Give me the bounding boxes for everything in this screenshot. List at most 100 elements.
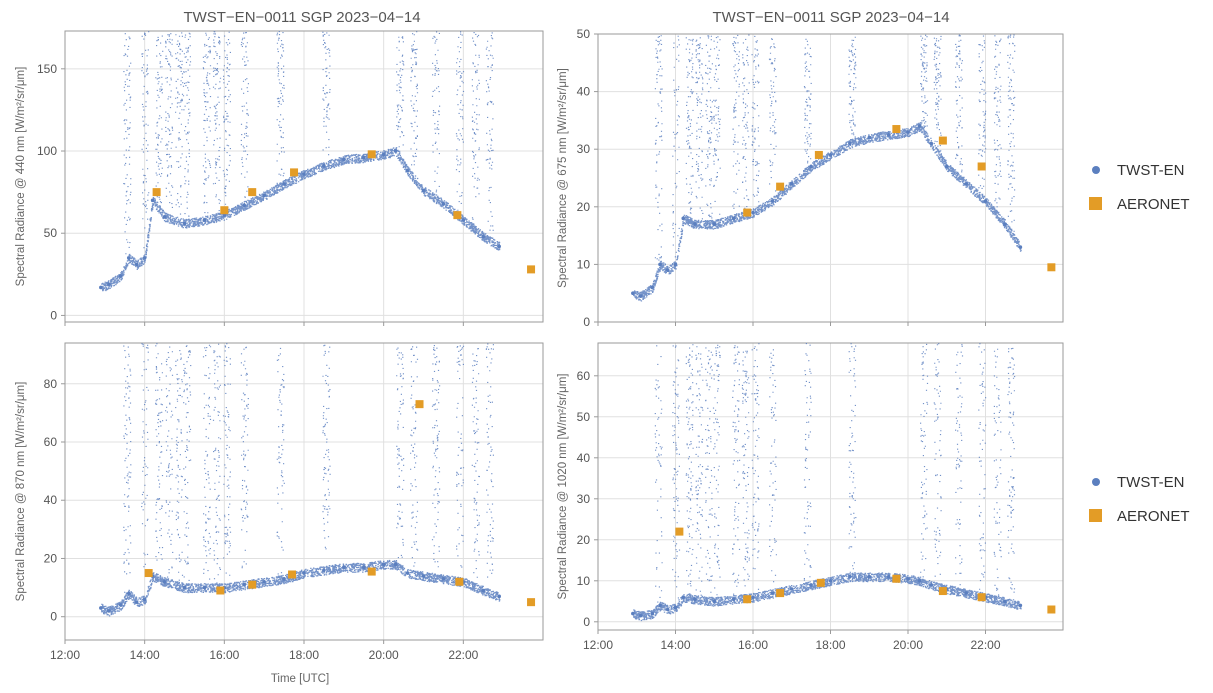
- twst-en-point: [638, 294, 643, 298]
- twst-en-point: [712, 222, 717, 226]
- twst-en-point: [751, 595, 755, 599]
- twst-en-point-cloud: [631, 34, 1023, 302]
- chart-title: TWST−EN−0011 SGP 2023−04−14: [183, 9, 420, 26]
- twst-en-point: [393, 149, 398, 153]
- twst-en-point: [481, 588, 486, 593]
- twst-en-point: [142, 256, 147, 260]
- y-tick-label: 100: [37, 144, 57, 158]
- x-tick-label: 12:00: [50, 648, 80, 662]
- twst-en-point: [134, 600, 139, 604]
- aeronet-point: [527, 265, 536, 274]
- y-axis-label: Spectral Radiance @ 440 nm [W/m²/sr/μm]: [15, 67, 27, 287]
- aeronet-point: [977, 162, 986, 171]
- x-tick-label: 22:00: [970, 638, 1000, 652]
- twst-en-point: [126, 591, 131, 596]
- y-tick-label: 40: [577, 85, 591, 99]
- aeronet-point: [977, 593, 986, 602]
- aeronet-point: [455, 577, 464, 586]
- twst-en-point: [107, 609, 111, 613]
- y-tick-label: 20: [44, 551, 58, 565]
- twst-en-point: [142, 597, 147, 602]
- aeronet-point: [814, 150, 823, 159]
- twst-en-point: [650, 285, 655, 290]
- twst-en-point: [983, 199, 988, 203]
- twst-en-point: [809, 583, 813, 587]
- twst-en-point: [150, 198, 155, 203]
- aeronet-point: [216, 586, 225, 595]
- twst-en-point: [693, 597, 697, 602]
- twst-en-point: [393, 562, 398, 567]
- twst-en-point: [906, 576, 910, 581]
- y-tick-label: 0: [583, 615, 590, 629]
- x-axis-label: Time [UTC]: [271, 673, 329, 685]
- twst-en-point: [681, 216, 686, 221]
- legend-1: TWST-EN AERONET: [1089, 162, 1190, 213]
- aeronet-point: [938, 136, 947, 145]
- aeronet-point: [220, 206, 229, 215]
- twst-en-point: [242, 203, 247, 208]
- twst-en-point: [262, 579, 266, 584]
- twst-en-point: [322, 568, 326, 572]
- twst-en-point: [770, 199, 775, 203]
- twst-en-point: [1003, 599, 1007, 604]
- twst-en-point-cloud: [631, 343, 1023, 622]
- twst-en-point-cloud: [99, 31, 501, 292]
- twst-en-point: [162, 214, 167, 219]
- twst-en-point: [497, 244, 501, 249]
- x-tick-label: 12:00: [583, 638, 613, 652]
- twst-en-point: [1018, 603, 1023, 608]
- legend-twst-en-label: TWST-EN: [1117, 474, 1185, 491]
- twst-en-point: [789, 587, 794, 591]
- twst-en-point: [118, 274, 123, 278]
- aeronet-point: [776, 182, 785, 191]
- aeronet-point: [892, 574, 901, 583]
- twst-en-point: [405, 168, 410, 173]
- x-tick-label: 22:00: [448, 648, 478, 662]
- legend-aeronet-marker: [1089, 197, 1102, 210]
- twst-en-point: [917, 579, 922, 583]
- y-tick-label: 20: [577, 200, 591, 214]
- twst-en-point: [421, 574, 426, 578]
- twst-en-point: [405, 571, 410, 575]
- twst-en-point: [631, 611, 635, 616]
- aeronet-point: [743, 595, 752, 604]
- twst-en-point: [658, 262, 662, 267]
- twst-en-point: [964, 591, 968, 595]
- twst-en-point: [302, 571, 306, 575]
- twst-en-point: [1003, 222, 1007, 226]
- twst-en-point: [731, 597, 736, 602]
- twst-en-point: [282, 577, 286, 581]
- twst-en-point: [202, 585, 207, 590]
- twst-en-point: [638, 613, 643, 618]
- twst-en-point: [631, 291, 635, 296]
- x-tick-label: 18:00: [815, 638, 845, 652]
- aeronet-point: [1047, 605, 1056, 614]
- y-axis-label: Spectral Radiance @ 675 nm [W/m²/sr/μm]: [557, 68, 569, 288]
- legend-aeronet-label: AERONET: [1117, 196, 1190, 213]
- y-axis-label: Spectral Radiance @ 870 nm [W/m²/sr/μm]: [15, 382, 27, 602]
- twst-en-point: [944, 164, 949, 169]
- twst-en-scatter-marks: [633, 34, 1022, 302]
- twst-en-point: [381, 152, 386, 157]
- legend-aeronet-marker: [1089, 509, 1102, 522]
- twst-en-point-cloud: [99, 343, 501, 617]
- twst-en-point: [441, 201, 446, 206]
- twst-en-point: [917, 124, 922, 128]
- twst-en-point: [867, 135, 872, 140]
- legend-twst-en-label: TWST-EN: [1117, 162, 1185, 179]
- y-tick-label: 0: [583, 315, 590, 329]
- twst-en-point: [673, 262, 678, 267]
- chart-panel-2: 0 10 20 30 40 50 TWST−EN−0011 SGP 2023−04−14 Sp…: [557, 9, 1064, 329]
- twst-en-point: [107, 282, 111, 286]
- y-tick-label: 10: [577, 257, 591, 271]
- y-tick-label: 60: [577, 369, 591, 383]
- twst-en-point: [751, 210, 755, 215]
- twst-en-point: [182, 221, 187, 226]
- twst-en-point: [673, 605, 678, 610]
- twst-en-point: [665, 607, 670, 612]
- x-tick-label: 14:00: [660, 638, 690, 652]
- twst-en-point: [929, 583, 934, 587]
- twst-en-point: [497, 594, 501, 599]
- twst-en-point: [828, 153, 833, 157]
